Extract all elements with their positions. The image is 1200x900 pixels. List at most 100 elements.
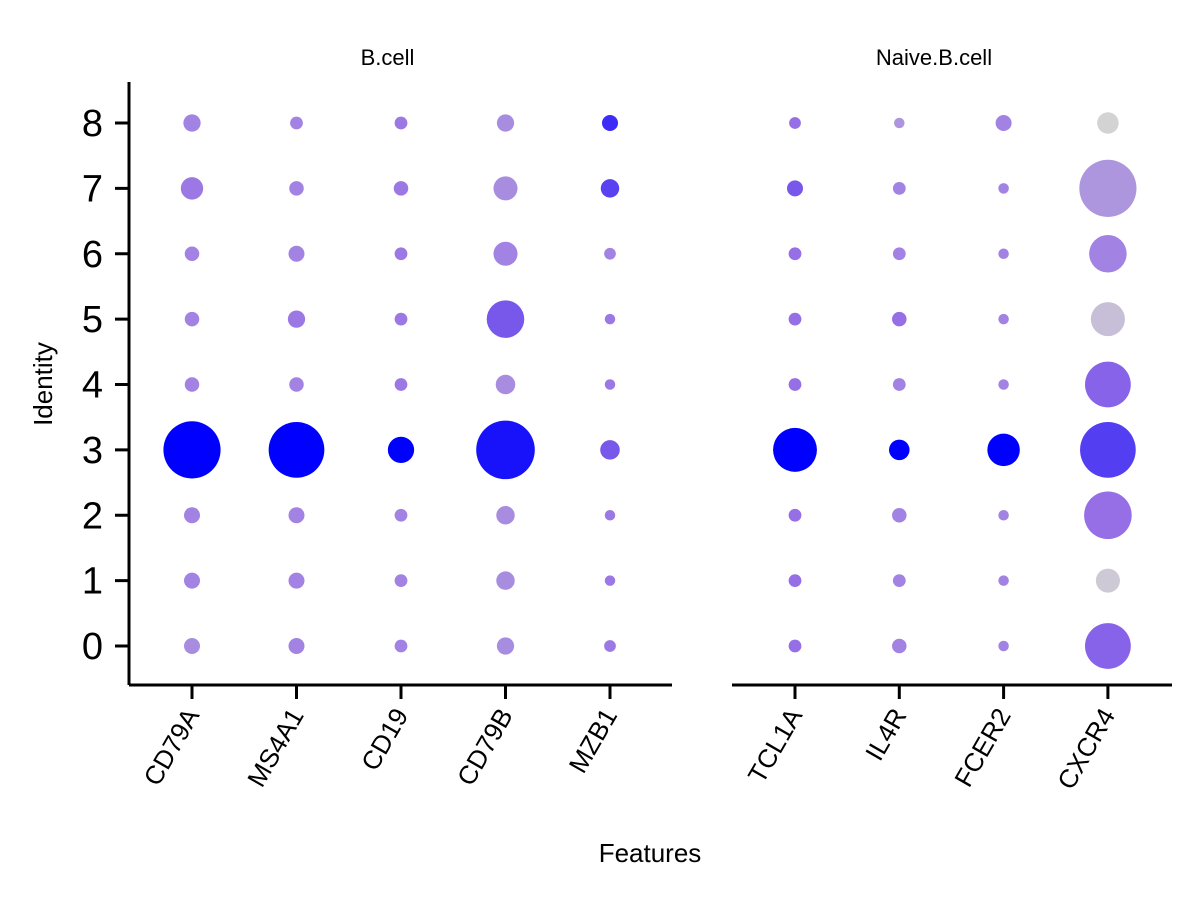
y-tick-label: 0 [82,626,103,668]
dot-MS4A1-1 [288,572,305,589]
dot-CD79A-3 [163,421,221,479]
dot-CXCR4-6 [1089,234,1127,273]
dot-MS4A1-7 [289,181,304,196]
dot-CD19-5 [394,312,408,326]
dot-FCER2-0 [998,640,1009,652]
dot-CD79A-0 [184,638,200,654]
dot-CD79B-6 [493,241,518,266]
dot-IL4R-8 [894,117,905,129]
x-tick-label: FCER2 [948,703,1017,792]
x-axis-title: Features [599,838,702,868]
dot-MZB1-5 [604,313,616,325]
dot-MZB1-6 [604,247,616,260]
dot-CD79A-2 [184,507,200,524]
dot-CD79B-3 [476,420,535,480]
dot-IL4R-1 [892,574,906,588]
dot-IL4R-3 [889,439,910,461]
dot-MZB1-0 [604,640,616,652]
y-tick-label: 7 [82,168,103,210]
dot-CD79B-1 [496,571,515,590]
dot-CD19-4 [394,378,408,391]
dot-CD79B-4 [495,374,516,395]
dot-MZB1-1 [604,575,616,586]
dot-CD79B-5 [486,300,525,338]
dot-MS4A1-5 [287,310,306,328]
dot-CD79A-7 [180,177,204,200]
dot-CD79B-8 [496,114,515,132]
dot-MZB1-3 [600,440,620,460]
dot-CXCR4-4 [1085,361,1131,408]
dot-CD19-1 [394,574,408,588]
dot-TCL1A-2 [788,508,802,522]
dot-CXCR4-1 [1095,568,1120,593]
dot-CD19-7 [393,181,409,196]
dot-MS4A1-2 [288,507,305,524]
dot-MS4A1-8 [290,116,303,130]
dot-IL4R-6 [892,247,906,261]
dot-CXCR4-3 [1080,422,1136,478]
dot-CD19-0 [394,639,408,653]
dot-FCER2-6 [998,248,1009,259]
y-tick-label: 3 [82,430,103,472]
y-tick-label: 2 [82,495,103,537]
dot-CXCR4-2 [1084,491,1132,540]
x-tick-label: IL4R [859,703,912,766]
x-tick-label: MS4A1 [241,703,310,792]
dot-FCER2-1 [998,575,1009,586]
dot-CD79B-0 [496,637,515,655]
x-tick-label: MZB1 [563,703,624,778]
facet-title: Naive.B.cell [876,45,992,70]
dot-TCL1A-3 [773,427,817,472]
dot-CXCR4-5 [1090,302,1125,337]
dot-IL4R-7 [892,181,906,195]
dot-MZB1-7 [600,179,620,198]
dot-TCL1A-6 [788,247,802,261]
dot-MZB1-2 [604,510,616,521]
y-axis-title: Identity [28,342,58,426]
dot-MS4A1-0 [288,638,305,654]
dot-MS4A1-3 [268,422,325,478]
dot-CXCR4-7 [1079,159,1137,217]
dot-TCL1A-8 [789,117,801,129]
dot-TCL1A-5 [788,312,802,326]
dot-FCER2-8 [995,115,1012,131]
dot-FCER2-3 [987,433,1020,467]
dot-CXCR4-8 [1097,112,1119,134]
dot-TCL1A-4 [788,378,802,391]
dots-layer [163,112,1137,669]
dot-IL4R-0 [892,638,907,654]
dot-CXCR4-0 [1085,623,1131,669]
dot-CD79A-8 [183,114,201,132]
y-tick-label: 6 [82,234,103,276]
dot-CD19-3 [387,436,415,464]
dot-TCL1A-7 [787,180,803,197]
dot-MZB1-4 [604,379,616,390]
dot-TCL1A-0 [788,639,802,653]
dot-MS4A1-4 [289,377,304,392]
y-tick-label: 8 [82,103,103,145]
dot-FCER2-2 [998,510,1009,521]
dot-IL4R-2 [892,507,907,523]
y-tick-label: 1 [82,561,103,603]
x-tick-label: CD19 [355,703,414,776]
x-tick-label: CD79A [137,702,205,790]
dot-CD19-6 [394,247,408,261]
dot-MS4A1-6 [288,245,305,262]
x-tick-label: CD79B [451,703,519,791]
dot-CD79A-6 [184,246,200,262]
dot-CD79B-2 [496,506,515,525]
dot-CD79A-4 [184,377,200,392]
dot-FCER2-5 [998,313,1009,325]
x-tick-label: CXCR4 [1051,703,1121,794]
dot-CD19-2 [394,508,408,522]
dot-IL4R-4 [892,378,906,391]
x-tick-label: TCL1A [742,702,809,788]
dot-CD19-8 [394,116,408,130]
dot-TCL1A-1 [788,574,802,588]
facet-title: B.cell [361,45,415,70]
dot-IL4R-5 [892,311,907,327]
dot-FCER2-7 [998,183,1009,194]
dot-CD79A-5 [184,311,200,327]
y-tick-label: 5 [82,299,103,341]
